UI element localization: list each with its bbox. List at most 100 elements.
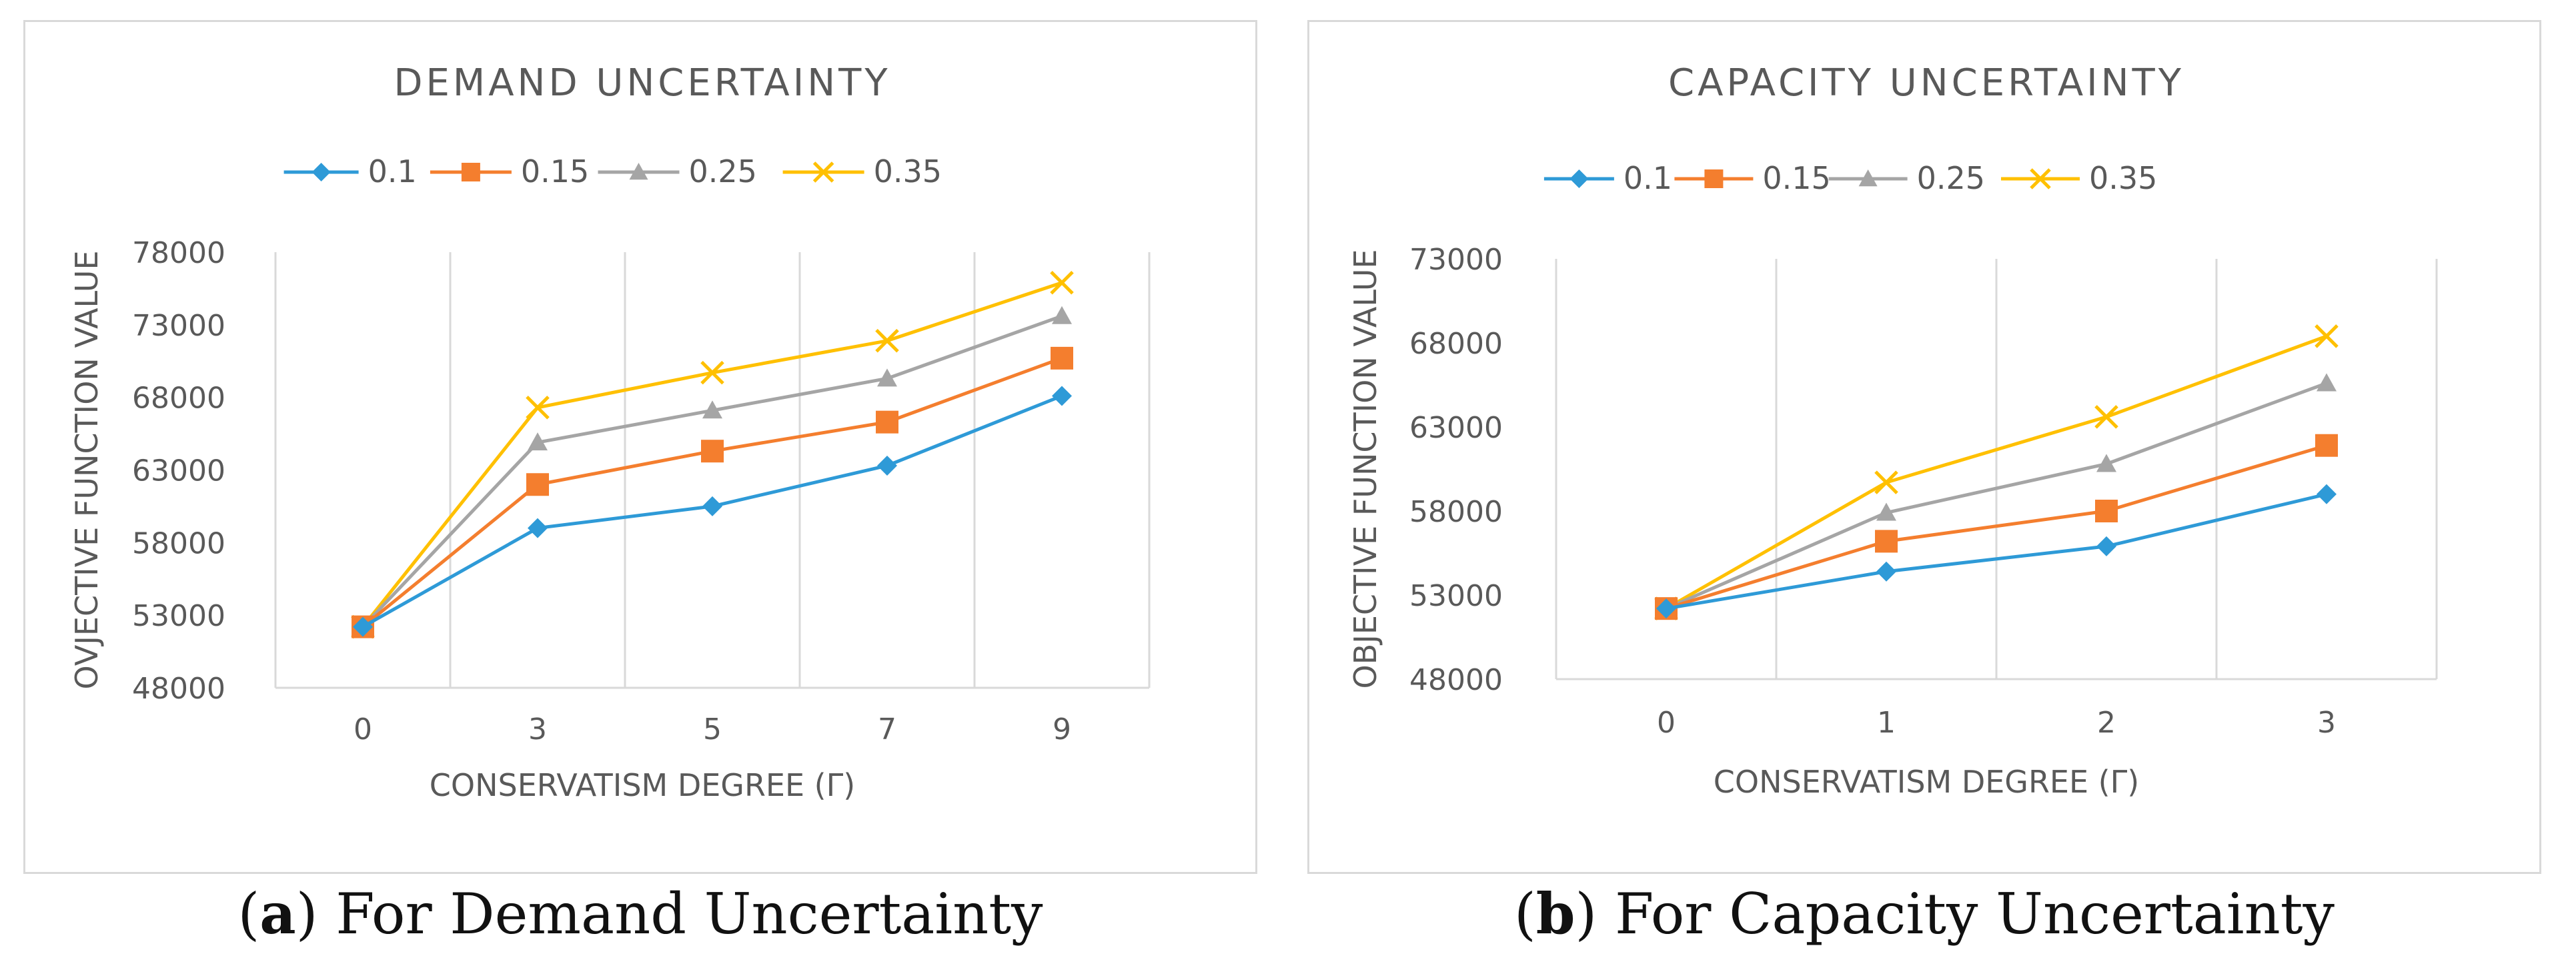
demand-chart-title: DEMAND UNCERTAINTY [394, 61, 890, 105]
capacity-y-tick-label-2: 58000 [1409, 495, 1503, 529]
demand-point-1-4 [1051, 346, 1073, 370]
capacity-x-tick-label-1: 1 [1877, 706, 1896, 740]
capacity-y-tick-label-5: 73000 [1409, 243, 1503, 277]
caption-a-letter: a [259, 881, 296, 947]
capacity-point-3-3 [2315, 324, 2339, 348]
capacity-point-0-2 [2096, 536, 2116, 556]
demand-legend-marker-2 [629, 163, 648, 180]
demand-legend-entry-0-1: 0.1 [283, 153, 417, 189]
demand-legend-label-1: 0.15 [521, 153, 589, 189]
capacity-y-axis-title: OBJECTIVE FUNCTION VALUE [1347, 250, 1383, 689]
demand-point-0-3 [877, 455, 897, 476]
capacity-series-line-1 [1666, 444, 2327, 610]
capacity-chart-title: CAPACITY UNCERTAINTY [1668, 61, 2184, 105]
capacity-legend-label-2: 0.25 [1917, 160, 1985, 196]
capacity-point-1-2 [2095, 500, 2118, 522]
demand-point-3-4 [1050, 270, 1074, 295]
demand-point-3-1 [526, 396, 550, 420]
demand-x-tick-label-3: 7 [878, 712, 896, 747]
demand-legend-marker-3 [812, 161, 834, 183]
demand-point-2-1 [528, 432, 548, 451]
demand-x-tick-label-2: 5 [703, 712, 722, 747]
demand-legend-marker-1 [461, 163, 480, 181]
capacity-legend-entry-0-25: 0.25 [1828, 160, 1985, 196]
capacity-x-tick-label-0: 0 [1657, 706, 1676, 740]
demand-point-2-3 [877, 368, 897, 387]
capacity-uncertainty-chart: CAPACITY UNCERTAINTY 0.1 0.15 0.25 0.35 48000… [1347, 61, 2438, 800]
capacity-legend-label-3: 0.35 [2089, 160, 2157, 196]
caption-b-letter: b [1535, 881, 1575, 947]
capacity-series-0-1 [1656, 484, 2337, 619]
capacity-point-3-1 [1874, 470, 1898, 494]
demand-point-3-3 [875, 329, 899, 353]
demand-legend-entry-0-15: 0.15 [430, 153, 589, 189]
demand-point-3-4-stroke-2 [1050, 270, 1074, 295]
capacity-point-3-2-stroke-2 [2094, 405, 2118, 429]
capacity-point-0-1 [1876, 561, 1896, 582]
capacity-point-0-3 [2317, 484, 2337, 504]
demand-legend-label-0: 0.1 [368, 153, 417, 189]
demand-point-3-2-stroke-2 [700, 360, 724, 385]
demand-x-tick-label-4: 9 [1053, 712, 1071, 747]
capacity-point-3-3-stroke-2 [2315, 324, 2339, 348]
caption-b: (b) For Capacity Uncertainty [1514, 881, 2335, 947]
capacity-y-tick-label-3: 63000 [1409, 411, 1503, 445]
capacity-x-axis-title: CONSERVATISM DEGREE (Γ) [1714, 764, 2139, 800]
demand-legend-entry-0-35: 0.35 [782, 153, 942, 189]
capacity-point-2-2 [2096, 454, 2116, 472]
demand-point-0-0 [353, 616, 373, 637]
capacity-legend-entry-0-1: 0.1 [1543, 160, 1672, 196]
demand-point-1-3 [876, 410, 898, 434]
demand-y-tick-label-1: 53000 [132, 599, 225, 633]
demand-point-3-1-stroke-2 [526, 396, 550, 420]
capacity-series-line-0 [1666, 492, 2327, 610]
chart-panel-capacity: CAPACITY UNCERTAINTY 0.1 0.15 0.25 0.35 48000… [1307, 20, 2541, 874]
chart-panel-demand: DEMAND UNCERTAINTY 0.1 0.15 0.25 0.35 48000 53… [23, 20, 1257, 874]
demand-x-tick-label-0: 0 [354, 712, 372, 747]
capacity-legend-label-0: 0.1 [1624, 160, 1672, 196]
capacity-point-2-3 [2317, 373, 2337, 392]
demand-legend-marker-0 [311, 163, 331, 181]
demand-point-2-2 [702, 400, 722, 419]
demand-x-axis-title: CONSERVATISM DEGREE (Γ) [430, 767, 855, 803]
demand-series-line-1 [362, 356, 1063, 628]
capacity-legend-marker-3-stroke-2 [2030, 168, 2051, 189]
capacity-x-tick-label-2: 2 [2097, 706, 2116, 740]
capacity-point-1-1 [1875, 530, 1898, 553]
demand-point-3-2 [700, 360, 724, 385]
demand-point-3-3-stroke-2 [875, 329, 899, 353]
demand-y-tick-label-5: 73000 [132, 309, 225, 343]
capacity-point-3-1-stroke-2 [1874, 470, 1898, 494]
capacity-point-0-0 [1656, 598, 1676, 619]
capacity-legend-marker-0 [1569, 169, 1589, 188]
demand-series-0-25 [353, 306, 1072, 635]
demand-series-0-15 [352, 346, 1073, 638]
demand-y-tick-label-2: 58000 [132, 526, 225, 560]
capacity-legend-marker-1 [1704, 169, 1724, 188]
demand-uncertainty-chart: DEMAND UNCERTAINTY 0.1 0.15 0.25 0.35 48000 53… [69, 61, 1151, 803]
capacity-legend-entry-0-15: 0.15 [1674, 160, 1831, 196]
caption-b-text: ) For Capacity Uncertainty [1575, 881, 2335, 947]
capacity-series-line-3 [1665, 334, 2327, 610]
capacity-x-tick-label-3: 3 [2317, 706, 2336, 740]
demand-series-line-2 [362, 314, 1063, 628]
demand-legend-label-3: 0.35 [874, 153, 942, 189]
caption-a-text: ) For Demand Uncertainty [295, 881, 1043, 947]
demand-y-tick-label-0: 48000 [132, 672, 225, 706]
capacity-point-2-1 [1876, 502, 1896, 521]
demand-legend-entry-0-25: 0.25 [598, 153, 757, 189]
caption-a: (a) For Demand Uncertainty [237, 881, 1043, 947]
demand-point-0-1 [528, 518, 548, 538]
demand-y-axis-title: OVJECTIVE FUNCTION VALUE [69, 250, 105, 689]
capacity-series-line-2 [1666, 382, 2327, 610]
demand-y-tick-label-4: 68000 [132, 382, 225, 416]
demand-point-1-1 [526, 473, 549, 496]
capacity-y-tick-label-1: 53000 [1409, 579, 1503, 613]
capacity-legend-label-1: 0.15 [1762, 160, 1830, 196]
demand-legend-marker-3-stroke-2 [812, 161, 834, 183]
demand-point-2-4 [1052, 306, 1072, 324]
capacity-y-tick-label-4: 68000 [1409, 327, 1503, 361]
demand-point-0-4 [1052, 386, 1072, 406]
demand-y-tick-label-3: 63000 [132, 454, 225, 488]
capacity-point-3-2 [2094, 405, 2118, 429]
